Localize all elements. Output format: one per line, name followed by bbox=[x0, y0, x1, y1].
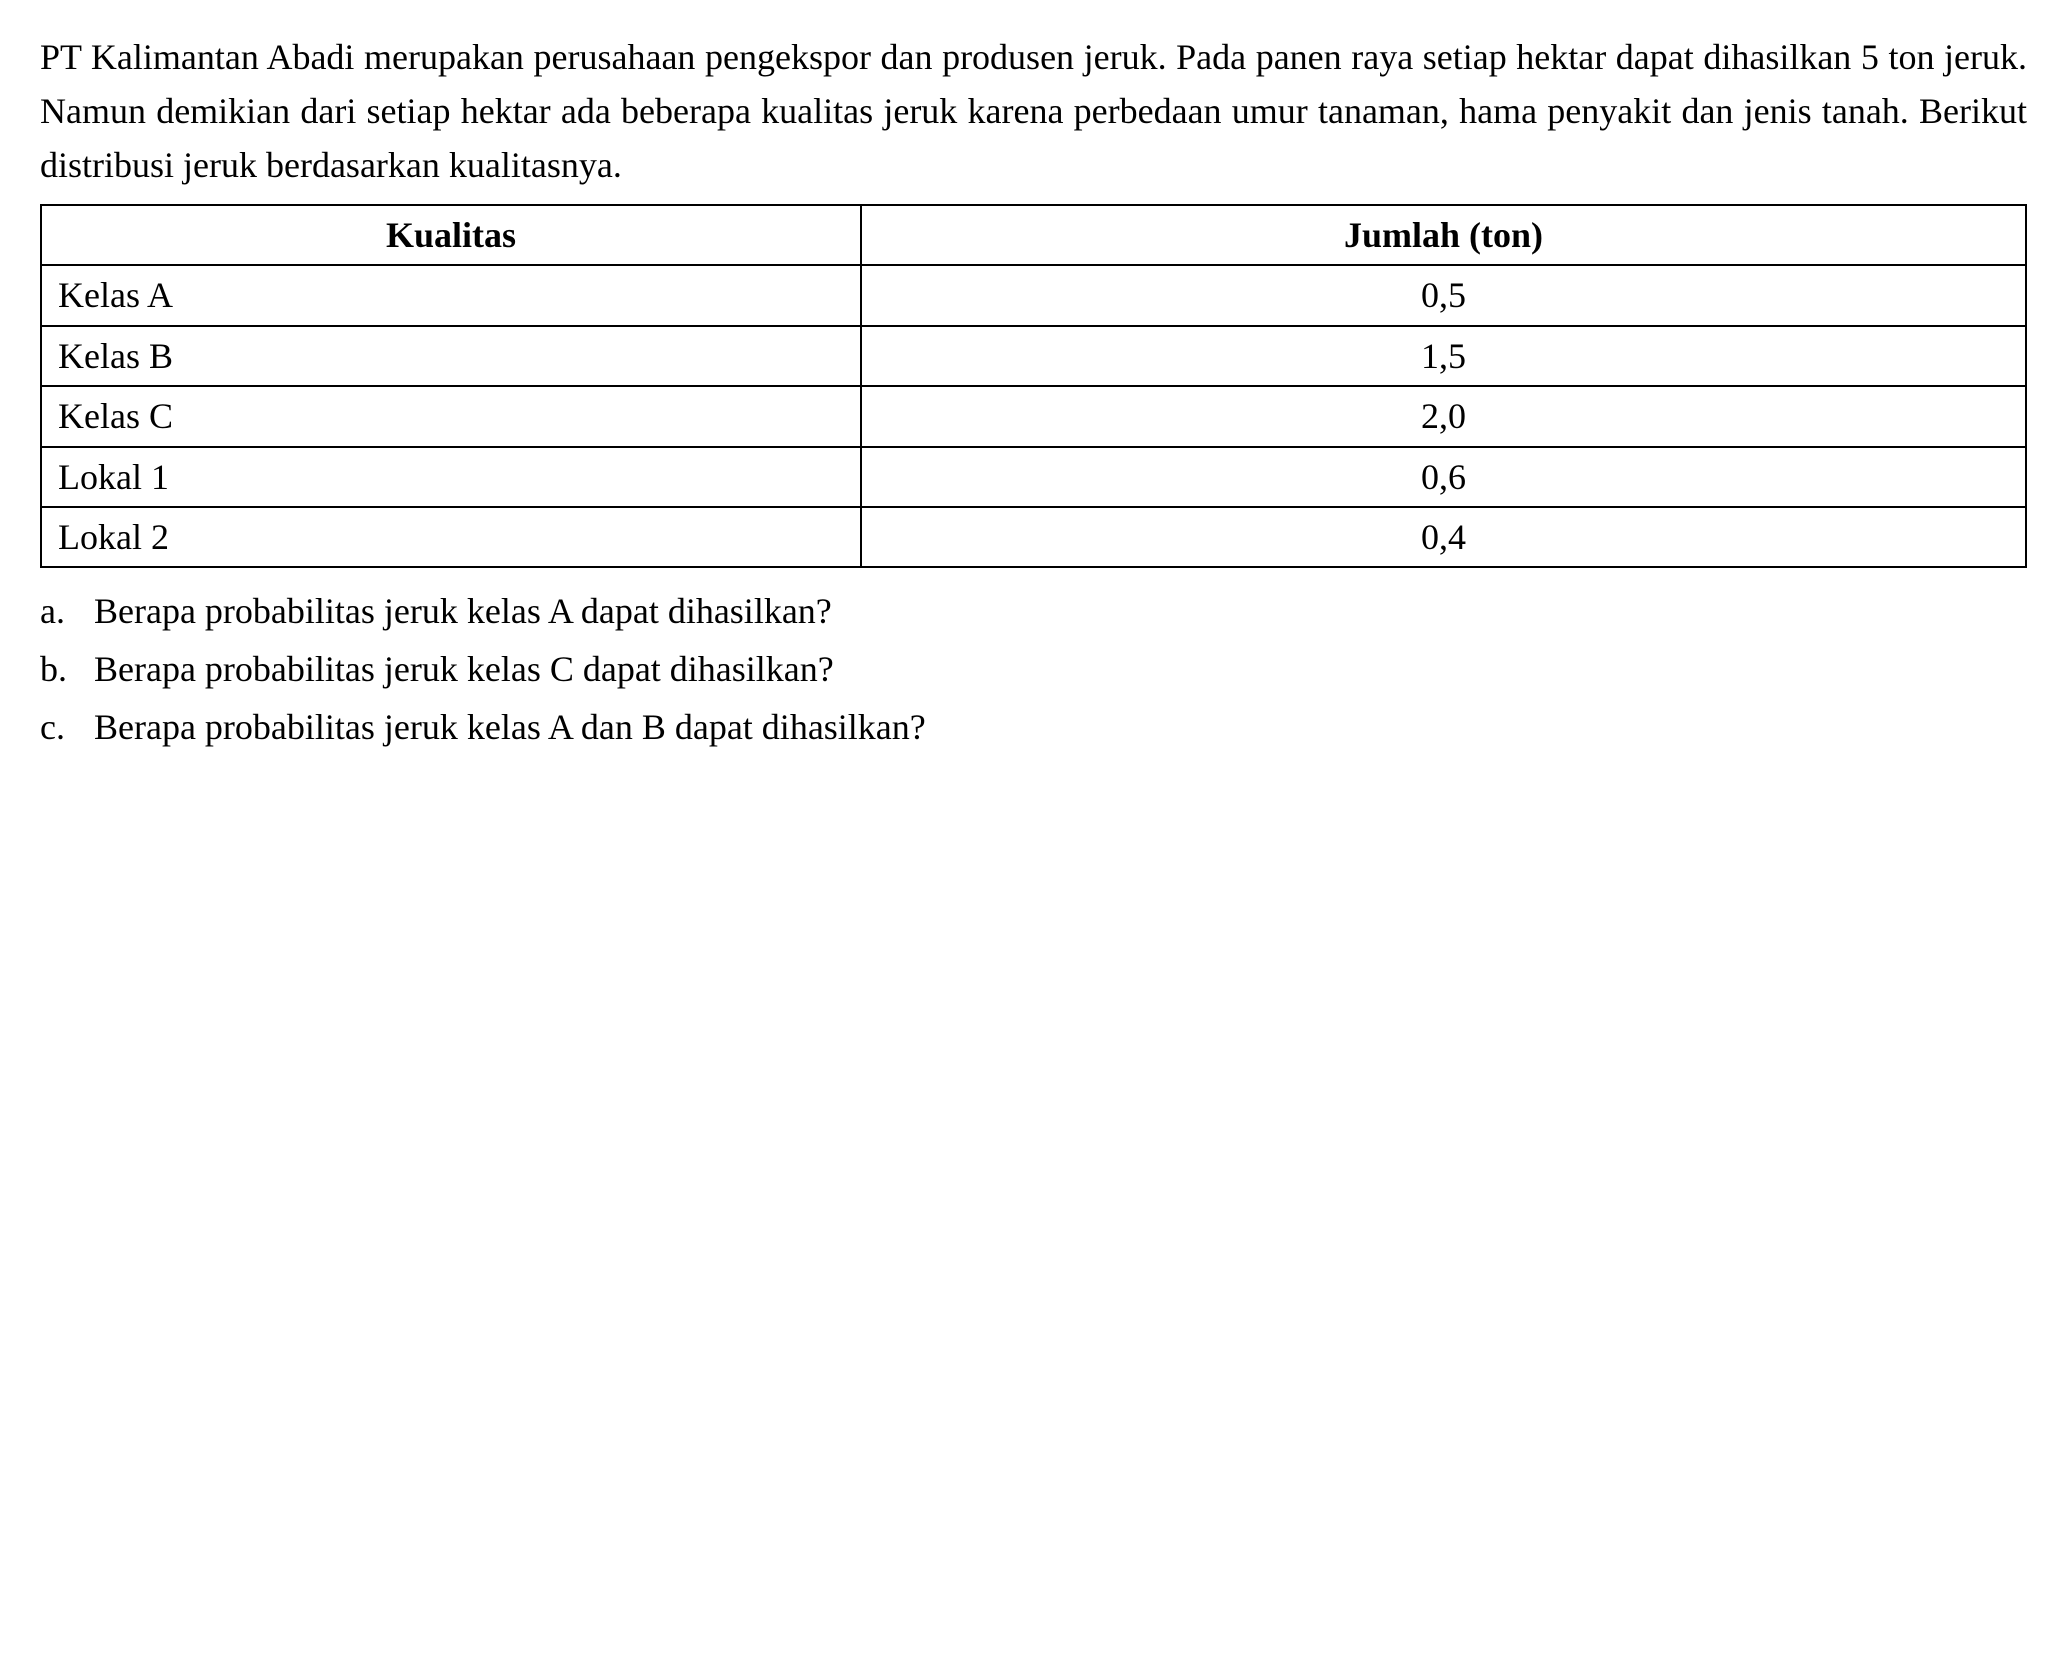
intro-paragraph: PT Kalimantan Abadi merupakan perusahaan… bbox=[40, 30, 2027, 192]
table-row: Kelas C 2,0 bbox=[41, 386, 2026, 446]
cell-quality: Kelas B bbox=[41, 326, 861, 386]
question-marker: a. bbox=[40, 584, 94, 640]
question-text: Berapa probabilitas jeruk kelas A dan B … bbox=[94, 700, 2027, 756]
table-row: Kelas A 0,5 bbox=[41, 265, 2026, 325]
distribution-table: Kualitas Jumlah (ton) Kelas A 0,5 Kelas … bbox=[40, 204, 2027, 568]
cell-quality: Kelas C bbox=[41, 386, 861, 446]
question-item: b. Berapa probabilitas jeruk kelas C dap… bbox=[40, 642, 2027, 698]
col-header-amount: Jumlah (ton) bbox=[861, 205, 2026, 265]
cell-quality: Lokal 2 bbox=[41, 507, 861, 567]
question-marker: b. bbox=[40, 642, 94, 698]
cell-amount: 0,5 bbox=[861, 265, 2026, 325]
table-row: Lokal 2 0,4 bbox=[41, 507, 2026, 567]
question-item: c. Berapa probabilitas jeruk kelas A dan… bbox=[40, 700, 2027, 756]
table-row: Lokal 1 0,6 bbox=[41, 447, 2026, 507]
cell-quality: Lokal 1 bbox=[41, 447, 861, 507]
question-marker: c. bbox=[40, 700, 94, 756]
table-header-row: Kualitas Jumlah (ton) bbox=[41, 205, 2026, 265]
cell-amount: 2,0 bbox=[861, 386, 2026, 446]
question-text: Berapa probabilitas jeruk kelas C dapat … bbox=[94, 642, 2027, 698]
cell-amount: 0,6 bbox=[861, 447, 2026, 507]
question-item: a. Berapa probabilitas jeruk kelas A dap… bbox=[40, 584, 2027, 640]
table-row: Kelas B 1,5 bbox=[41, 326, 2026, 386]
col-header-quality: Kualitas bbox=[41, 205, 861, 265]
cell-quality: Kelas A bbox=[41, 265, 861, 325]
question-text: Berapa probabilitas jeruk kelas A dapat … bbox=[94, 584, 2027, 640]
cell-amount: 1,5 bbox=[861, 326, 2026, 386]
cell-amount: 0,4 bbox=[861, 507, 2026, 567]
questions-list: a. Berapa probabilitas jeruk kelas A dap… bbox=[40, 584, 2027, 755]
